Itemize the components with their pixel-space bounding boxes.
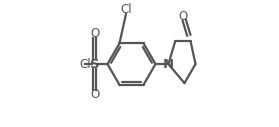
Text: Cl: Cl — [80, 58, 92, 71]
Text: N: N — [163, 58, 174, 71]
Text: S: S — [90, 58, 99, 71]
Text: O: O — [179, 10, 188, 23]
Text: O: O — [90, 88, 99, 101]
Text: Cl: Cl — [120, 3, 132, 16]
Text: O: O — [90, 27, 99, 40]
